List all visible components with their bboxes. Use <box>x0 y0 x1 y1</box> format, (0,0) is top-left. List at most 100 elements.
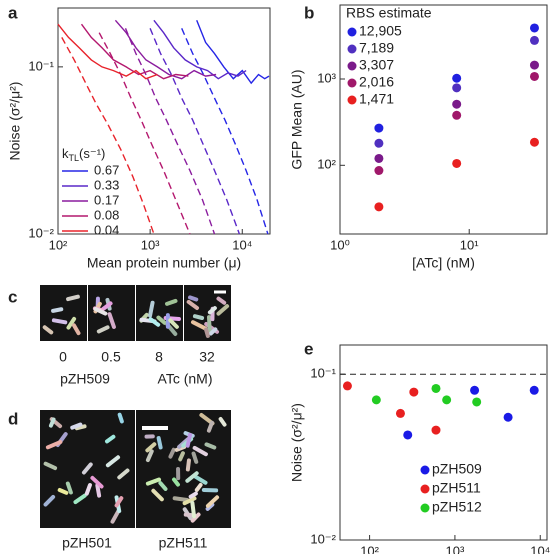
cell <box>72 323 81 336</box>
cell <box>145 442 157 453</box>
cell <box>205 502 215 511</box>
y-tick-label: 10⁻¹ <box>28 58 54 73</box>
legend-title-part: TL <box>69 153 80 163</box>
cell <box>204 442 217 450</box>
legend-marker <box>347 61 357 71</box>
cell <box>218 417 227 427</box>
legend-label: pZH511 <box>432 480 481 496</box>
cell <box>206 420 214 433</box>
cell <box>42 325 54 335</box>
point <box>431 383 441 393</box>
x-tick-label: 10⁴ <box>530 543 550 554</box>
cell <box>185 458 191 472</box>
x-axis-label: Mean protein number (μ) <box>87 255 241 271</box>
cell <box>168 447 176 459</box>
cell <box>148 317 161 327</box>
image-caption: ATc (nM) <box>158 371 213 387</box>
cell <box>192 445 208 457</box>
cell <box>114 496 124 508</box>
image-caption: pZH509 <box>60 371 110 387</box>
image-label: 0.5 <box>101 349 121 365</box>
cell <box>81 462 93 475</box>
dashed-line <box>181 28 269 235</box>
legend-label: 0.67 <box>94 162 119 177</box>
y-axis-label: Noise (σ²/μ²) <box>7 82 23 161</box>
cell <box>105 455 121 468</box>
legend-title: RBS estimate <box>346 5 432 21</box>
legend-label: 7,189 <box>359 40 394 56</box>
image-label: 32 <box>199 349 215 365</box>
point <box>431 425 441 435</box>
cell <box>144 434 155 439</box>
cell <box>178 451 185 462</box>
cell <box>156 315 167 325</box>
point <box>529 23 539 33</box>
point <box>529 60 539 70</box>
legend-marker <box>347 44 357 54</box>
cell <box>105 434 116 444</box>
cell <box>51 307 64 313</box>
cell <box>90 475 104 489</box>
dashed-line <box>124 28 216 235</box>
point <box>374 153 384 163</box>
y-axis-label: GFP Mean (AU) <box>289 69 305 169</box>
dashed-line <box>149 28 241 235</box>
cell <box>43 461 58 471</box>
x-tick-label: 10¹ <box>460 237 479 252</box>
line <box>196 20 270 85</box>
point <box>452 158 462 168</box>
cell <box>176 467 181 481</box>
legend-label: 1,471 <box>359 91 394 107</box>
y-tick-label: 10² <box>317 157 336 172</box>
cell <box>84 483 92 496</box>
cell <box>43 494 56 507</box>
cell <box>151 488 164 502</box>
cell <box>165 298 178 306</box>
cell <box>187 295 199 302</box>
dashed-line <box>61 37 155 235</box>
legend-label: 0.08 <box>94 207 119 222</box>
point <box>503 412 513 422</box>
point <box>472 397 482 407</box>
cell <box>207 306 217 315</box>
point <box>374 202 384 212</box>
cell <box>190 512 201 523</box>
panel-label: d <box>8 409 18 428</box>
cell <box>216 304 230 316</box>
cell <box>186 299 200 311</box>
cell <box>172 477 180 487</box>
legend-label: 12,905 <box>359 23 402 39</box>
cell <box>185 432 192 448</box>
point <box>529 137 539 147</box>
panel-label: b <box>304 3 314 22</box>
x-tick-label: 10² <box>360 543 379 554</box>
legend-label: 0.17 <box>94 192 119 207</box>
cell <box>182 496 197 506</box>
cell <box>185 471 199 483</box>
legend-marker <box>347 78 357 88</box>
cell <box>66 294 80 302</box>
cell <box>74 424 87 431</box>
point <box>529 35 539 45</box>
image-label: 8 <box>155 349 163 365</box>
cell <box>158 481 168 491</box>
legend-marker <box>420 503 430 513</box>
panel-label: c <box>8 287 17 306</box>
image-label: 0 <box>59 349 67 365</box>
line <box>114 19 217 80</box>
y-tick-label: 10⁻² <box>310 531 336 546</box>
legend-label: 0.04 <box>94 222 119 237</box>
cell <box>66 316 77 330</box>
cell <box>192 474 208 485</box>
axes-frame <box>339 4 548 235</box>
cell <box>190 500 197 519</box>
x-tick-label: 10³ <box>446 543 465 554</box>
cell <box>145 449 154 463</box>
cell <box>208 327 218 336</box>
cell <box>51 318 68 325</box>
point <box>342 381 352 391</box>
point <box>374 138 384 148</box>
cell <box>168 318 179 329</box>
legend-marker <box>420 465 430 475</box>
